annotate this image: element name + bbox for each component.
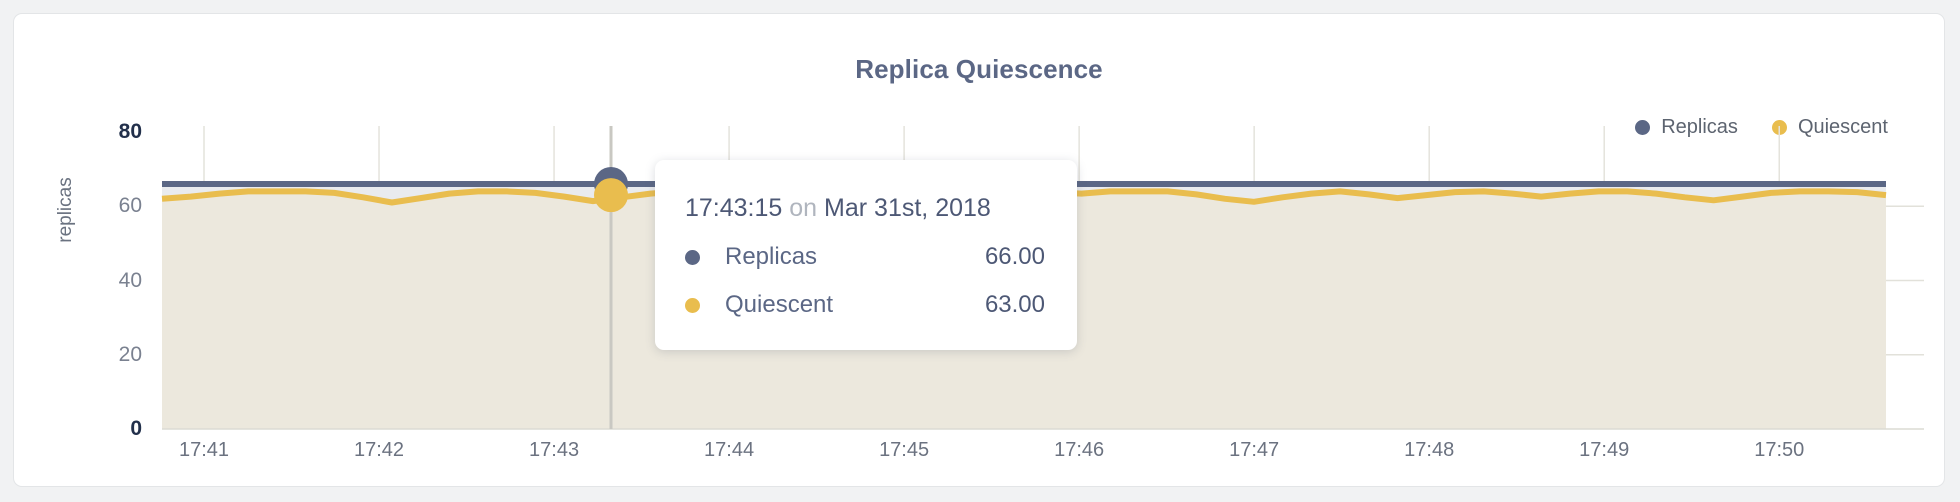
tooltip-conjunction: on — [789, 194, 818, 222]
tooltip-row-quiescent: Quiescent 63.00 — [685, 291, 1047, 319]
tooltip-series-value: 66.00 — [984, 243, 1045, 270]
x-axis-tick-label: 17:46 — [1054, 439, 1105, 461]
tooltip-series-value: 63.00 — [984, 291, 1045, 318]
chart-card: Replica Quiescence Replicas Quiescent re… — [13, 13, 1945, 487]
x-axis-tick-label: 17:44 — [704, 439, 755, 461]
tooltip-series-name: Quiescent — [725, 291, 834, 318]
x-axis-tick-label: 17:48 — [1404, 439, 1455, 461]
y-axis-tick-label: 0 — [130, 417, 142, 440]
tooltip-header: 17:43:15 on Mar 31st, 2018 — [685, 194, 1047, 223]
legend-item-label: Replicas — [1661, 116, 1738, 138]
x-axis-tick-label: 17:50 — [1754, 439, 1805, 461]
page-title: Replica Quiescence — [855, 54, 1103, 84]
legend-item-label: Quiescent — [1797, 116, 1888, 138]
hover-marker-quiescent — [594, 178, 628, 213]
x-axis-tick-label: 17:45 — [879, 439, 930, 461]
tooltip-dot-icon — [685, 297, 700, 313]
x-axis-tick-label: 17:42 — [353, 439, 405, 461]
legend-dot-icon — [1635, 120, 1651, 135]
tooltip-series-name: Replicas — [725, 243, 818, 270]
legend-item-replicas[interactable]: Replicas — [1635, 116, 1738, 139]
y-axis-tick-label: 60 — [118, 194, 142, 218]
tooltip-date: Mar 31st, 2018 — [824, 194, 991, 222]
y-axis-tick-label: 20 — [118, 342, 142, 366]
y-axis-tick-label: 40 — [118, 268, 142, 292]
chart-tooltip: 17:43:15 on Mar 31st, 2018 Replicas 66.0… — [655, 160, 1077, 350]
tooltip-row-replicas: Replicas 66.00 — [685, 243, 1047, 271]
x-axis-tick-label: 17:43 — [529, 439, 580, 461]
x-axis-tick-label: 17:41 — [178, 439, 230, 461]
y-axis-tick-label: 80 — [118, 120, 142, 143]
tooltip-dot-icon — [685, 249, 700, 265]
x-axis-tick-label: 17:47 — [1229, 439, 1280, 461]
x-axis-tick-label: 17:49 — [1579, 439, 1630, 461]
chart-legend: Replicas Quiescent — [1635, 116, 1888, 139]
tooltip-time: 17:43:15 — [685, 194, 783, 222]
